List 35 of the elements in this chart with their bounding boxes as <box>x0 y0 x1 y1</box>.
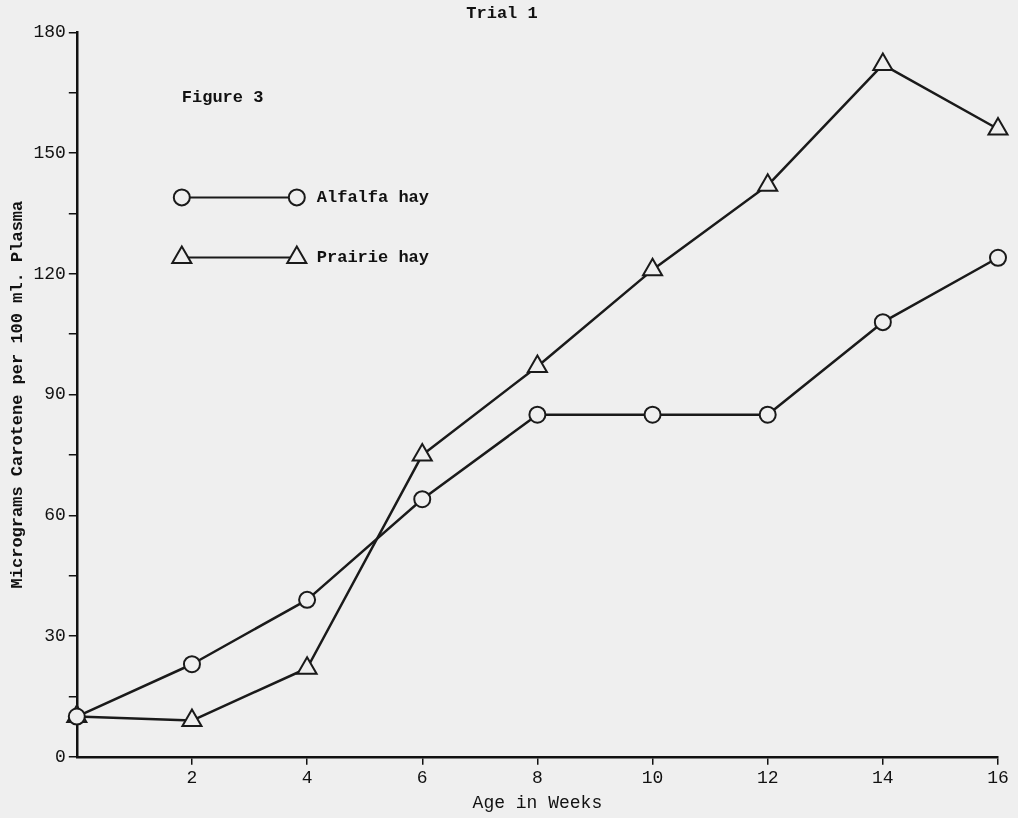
y-axis-title: Micrograms Carotene per 100 ml. Plasma <box>8 200 28 589</box>
x-tick-label: 4 <box>301 768 313 789</box>
annotation: Figure 3 <box>181 87 264 107</box>
legend-label: Prairie hay <box>316 247 430 267</box>
point <box>67 707 86 726</box>
x-tick-label: 10 <box>641 768 664 789</box>
x-tick-label: 16 <box>987 768 1009 789</box>
point <box>757 173 779 192</box>
y-tick-label: 30 <box>44 625 66 646</box>
point <box>182 655 201 674</box>
y-tick-label: 180 <box>33 22 66 43</box>
point <box>758 405 777 424</box>
point <box>873 313 892 332</box>
point <box>526 354 548 373</box>
legend-label: Alfalfa hay <box>316 187 430 207</box>
x-tick-label: 8 <box>532 768 543 789</box>
x-tick-label: 12 <box>756 768 779 789</box>
x-tick-label: 2 <box>186 768 198 789</box>
point <box>413 490 432 509</box>
point <box>989 248 1007 267</box>
y-tick-label: 150 <box>33 142 66 163</box>
x-tick-label: 6 <box>416 768 428 789</box>
y-tick-label: 0 <box>54 746 66 767</box>
x-axis-title: Age in Weeks <box>472 792 603 813</box>
y-tick-label: 60 <box>44 505 66 526</box>
point <box>298 590 317 609</box>
point <box>643 405 662 424</box>
x-tick-label: 14 <box>872 768 894 789</box>
point <box>528 405 547 424</box>
chart-title: Trial 1 <box>466 4 538 24</box>
point <box>987 116 1009 136</box>
point <box>872 52 894 72</box>
y-tick-label: 90 <box>44 384 66 405</box>
y-tick-label: 120 <box>33 263 66 284</box>
point <box>642 257 664 277</box>
